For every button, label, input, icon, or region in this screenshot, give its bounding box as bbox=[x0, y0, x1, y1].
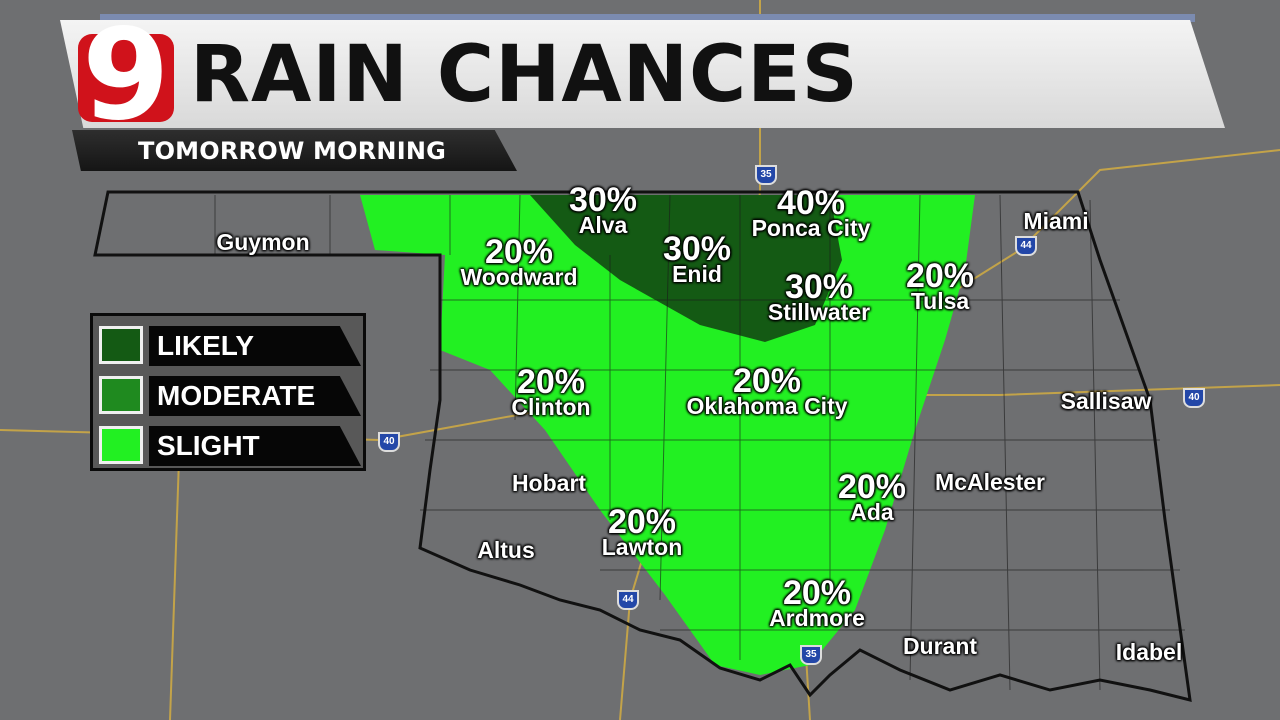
city-clinton: 20% Clinton bbox=[511, 365, 590, 419]
rain-percent: 30% bbox=[784, 268, 854, 306]
rain-percent: 20% bbox=[837, 468, 907, 506]
interstate-44-shield: 44 bbox=[617, 590, 639, 610]
rain-percent: 30% bbox=[568, 181, 638, 219]
city-name: Durant bbox=[902, 633, 978, 659]
page-title: RAIN CHANCES bbox=[190, 30, 859, 120]
city-name: Ponca City bbox=[751, 215, 871, 241]
city-mcalester: McAlester bbox=[935, 471, 1045, 494]
interstate-44-shield: 44 bbox=[1015, 236, 1037, 256]
channel-9-logo: 9 bbox=[78, 12, 174, 138]
rain-percent: 20% bbox=[607, 503, 677, 541]
city-name: Alva bbox=[578, 212, 628, 238]
city-name: Enid bbox=[672, 261, 722, 287]
city-lawton: 20% Lawton bbox=[602, 505, 683, 559]
city-miami: Miami bbox=[1023, 210, 1088, 233]
interstate-35-shield: 35 bbox=[755, 165, 777, 185]
rain-percent: 20% bbox=[905, 257, 975, 295]
rain-percent: 20% bbox=[516, 363, 586, 401]
rain-percent: 40% bbox=[776, 184, 846, 222]
city-name: Stillwater bbox=[767, 299, 871, 325]
city-guymon: Guymon bbox=[216, 231, 309, 254]
city-woodward: 20% Woodward bbox=[460, 235, 577, 289]
rain-percent: 20% bbox=[782, 574, 852, 612]
city-ponca-city: 40% Ponca City bbox=[752, 186, 871, 240]
city-idabel: Idabel bbox=[1116, 641, 1182, 664]
county-lines bbox=[214, 194, 1185, 691]
city-name: Oklahoma City bbox=[686, 393, 848, 419]
city-altus: Altus bbox=[477, 539, 535, 562]
title-banner bbox=[60, 20, 1225, 128]
city-name: Woodward bbox=[460, 264, 578, 290]
city-name: McAlester bbox=[935, 469, 1045, 495]
state-border bbox=[93, 190, 1192, 702]
legend-swatch bbox=[99, 326, 143, 364]
city-enid: 30% Enid bbox=[663, 232, 731, 286]
rain-percent: 30% bbox=[662, 230, 732, 268]
interstate-40-shield: 40 bbox=[378, 432, 400, 452]
city-name: Tulsa bbox=[910, 288, 970, 314]
city-name: Miami bbox=[1023, 208, 1089, 234]
city-alva: 30% Alva bbox=[569, 183, 637, 237]
city-sallisaw: Sallisaw bbox=[1061, 390, 1152, 413]
city-ada: 20% Ada bbox=[838, 470, 906, 524]
city-tulsa: 20% Tulsa bbox=[906, 259, 974, 313]
city-name: Guymon bbox=[216, 229, 310, 255]
city-name: Ardmore bbox=[769, 605, 865, 631]
rain-percent: 20% bbox=[732, 362, 802, 400]
city-hobart: Hobart bbox=[512, 472, 586, 495]
legend-label: LIKELY bbox=[149, 326, 361, 366]
likely-rain-area bbox=[530, 195, 842, 342]
legend: LIKELY MODERATE SLIGHT bbox=[90, 313, 366, 471]
interstate-40-shield: 40 bbox=[1183, 388, 1205, 408]
legend-label: SLIGHT bbox=[149, 426, 361, 466]
legend-item-moderate: MODERATE bbox=[99, 376, 361, 418]
subtitle: TOMORROW MORNING bbox=[138, 137, 447, 165]
city-name: Hobart bbox=[511, 470, 587, 496]
legend-label: MODERATE bbox=[149, 376, 361, 416]
city-oklahoma-city: 20% Oklahoma City bbox=[686, 364, 847, 418]
city-name: Ada bbox=[850, 499, 894, 525]
city-name: Lawton bbox=[601, 534, 683, 560]
city-name: Clinton bbox=[511, 394, 591, 420]
legend-item-likely: LIKELY bbox=[99, 326, 361, 368]
city-durant: Durant bbox=[903, 635, 977, 658]
city-name: Idabel bbox=[1115, 639, 1183, 665]
legend-swatch bbox=[99, 376, 143, 414]
city-ardmore: 20% Ardmore bbox=[769, 576, 865, 630]
legend-item-slight: SLIGHT bbox=[99, 426, 361, 468]
city-name: Altus bbox=[477, 537, 535, 563]
city-stillwater: 30% Stillwater bbox=[768, 270, 870, 324]
legend-swatch bbox=[99, 426, 143, 464]
banner-accent bbox=[100, 14, 1195, 22]
subtitle-banner bbox=[72, 130, 517, 171]
interstate-35-shield: 35 bbox=[800, 645, 822, 665]
city-name: Sallisaw bbox=[1060, 388, 1152, 414]
slight-rain-area bbox=[360, 195, 975, 675]
rain-percent: 20% bbox=[484, 233, 554, 271]
logo-numeral: 9 bbox=[82, 1, 170, 148]
